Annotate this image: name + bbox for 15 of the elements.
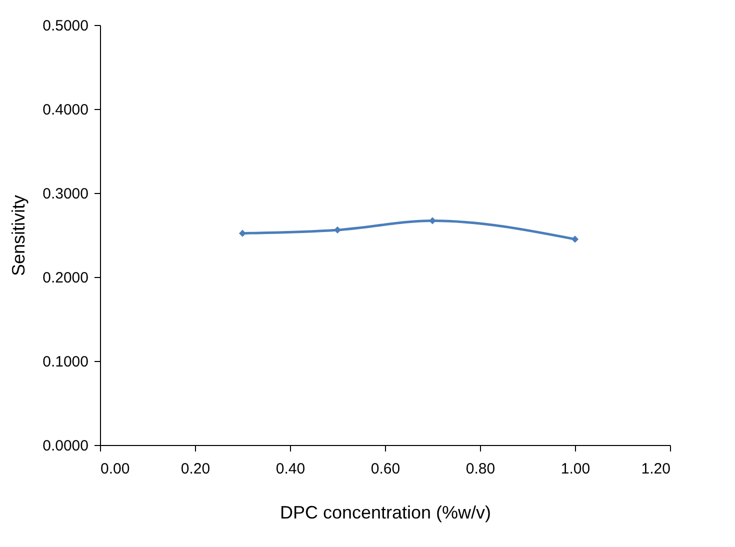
x-axis-title: DPC concentration (%w/v) (280, 502, 492, 522)
y-tick-label: 0.5000 (42, 18, 88, 34)
x-tick-label: 0.40 (276, 460, 306, 478)
x-tick-label: 1.20 (641, 460, 670, 478)
y-axis-title: Sensitivity (8, 194, 29, 276)
x-tick-label: 1.00 (560, 460, 590, 478)
y-tick-label: 0.2000 (42, 270, 88, 286)
y-tick-label: 0.4000 (42, 102, 88, 118)
y-tick-label: 0.1000 (42, 354, 88, 370)
y-tick-label: 0.0000 (42, 438, 88, 454)
y-tick-label: 0.3000 (42, 186, 88, 202)
x-tick-label: 0.80 (466, 460, 496, 478)
x-tick-label: 0.00 (100, 460, 130, 478)
x-tick-label: 0.60 (370, 460, 400, 478)
x-tick-label: 0.20 (180, 460, 210, 478)
